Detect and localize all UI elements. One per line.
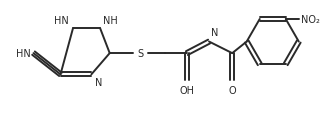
Text: NH: NH [103,16,118,26]
Text: N: N [211,27,218,37]
Text: N: N [95,78,103,87]
Text: O: O [228,85,236,95]
Text: HN: HN [16,49,31,59]
Text: S: S [137,49,144,59]
Text: OH: OH [179,85,194,95]
Text: NO₂: NO₂ [301,15,320,25]
Text: HN: HN [54,16,69,26]
